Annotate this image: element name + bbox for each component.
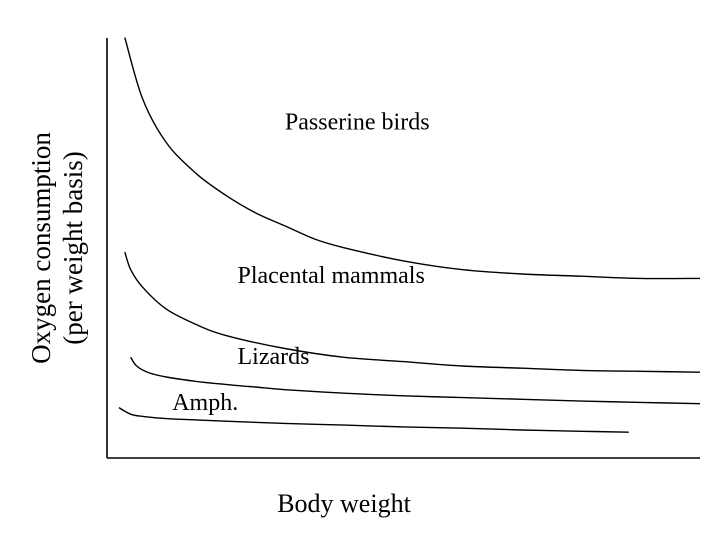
x-axis-title: Body weight <box>277 489 411 518</box>
series-line-lizards <box>130 356 701 405</box>
curve-label-passerine-birds: Passerine birds <box>285 110 430 136</box>
curve-label-amph: Amph. <box>172 390 238 416</box>
curve-label-placental-mammals: Placental mammals <box>238 263 425 289</box>
axes <box>106 38 700 459</box>
y-axis-title-line1: Oxygen consumption <box>26 132 56 364</box>
y-axis-title-line2: (per weight basis) <box>58 151 88 344</box>
series-line-placental-mammals <box>124 251 701 373</box>
series-layer <box>118 37 701 433</box>
curve-labels: Passerine birds Placental mammals LizardsA… <box>172 110 429 416</box>
series-line-passerine-birds <box>124 37 701 280</box>
curve-label-lizards: Lizards <box>238 344 310 370</box>
series-line-amph <box>118 406 629 433</box>
